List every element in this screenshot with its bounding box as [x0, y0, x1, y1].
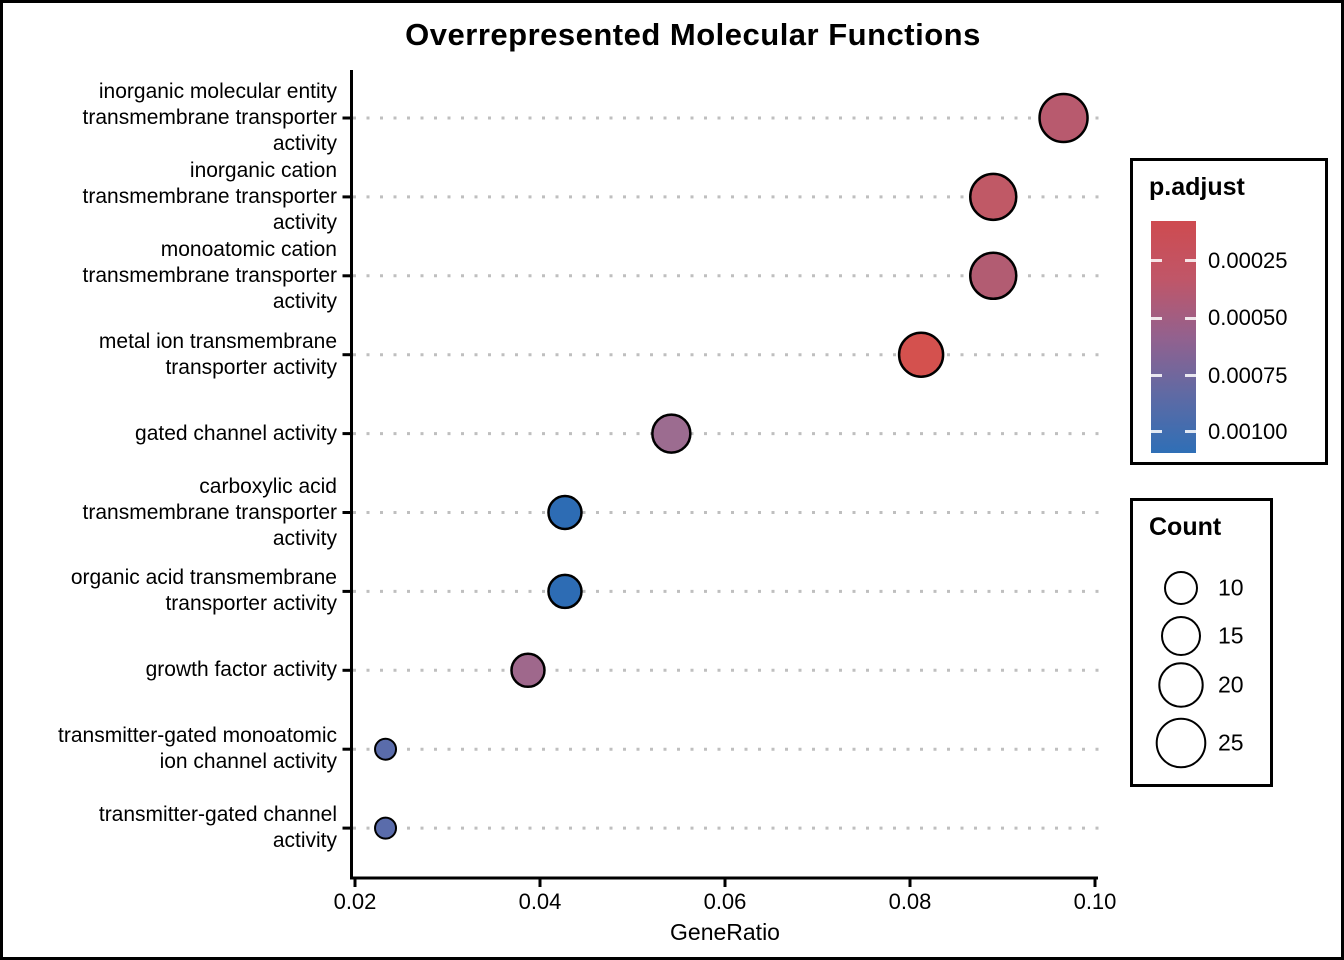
colorbar-tick-label: 0.00025 — [1208, 247, 1288, 273]
colorbar-tick-mark — [1185, 259, 1196, 263]
colorbar-tick-mark — [1151, 430, 1162, 434]
data-point — [547, 494, 583, 531]
data-point — [374, 816, 398, 840]
data-point — [897, 331, 945, 378]
count-legend-label: 15 — [1218, 622, 1244, 649]
count-legend-circle — [1164, 571, 1198, 605]
y-axis-label: organic acid transmembrane transporter a… — [70, 566, 337, 616]
legend-padjust-title: p.adjust — [1149, 173, 1245, 201]
colorbar-tick-label: 0.00075 — [1208, 362, 1288, 388]
data-point — [510, 652, 546, 689]
data-point — [651, 413, 692, 454]
chart-title: Overrepresented Molecular Functions — [405, 17, 981, 52]
y-axis-label: gated channel activity — [135, 421, 337, 445]
x-axis-tick-label: 0.04 — [518, 889, 562, 914]
count-legend-circle — [1158, 662, 1204, 708]
count-legend-circles — [1155, 571, 1207, 769]
x-axis-tick-label: 0.10 — [1073, 889, 1117, 914]
legend-count: Count 10 15 20 25 — [1130, 498, 1273, 787]
colorbar-tick-mark — [1151, 259, 1162, 263]
x-axis-title: GeneRatio — [670, 919, 780, 945]
y-axis-label: inorganic cation transmembrane transport… — [82, 158, 337, 234]
x-axis-tick-label: 0.08 — [888, 889, 932, 914]
colorbar-tick-mark — [1185, 316, 1196, 320]
data-point — [969, 251, 1018, 301]
padjust-colorbar — [1151, 221, 1196, 453]
y-axis-label: metal ion transmembrane transporter acti… — [98, 329, 337, 379]
colorbar-tick-label: 0.00100 — [1208, 418, 1288, 444]
colorbar-tick-mark — [1185, 374, 1196, 377]
y-axis-label: transmitter-gated channel activity — [98, 803, 337, 853]
count-legend-label: 10 — [1218, 574, 1244, 601]
data-point — [374, 737, 398, 761]
data-point — [969, 172, 1018, 222]
y-axis-label: inorganic molecular entity transmembrane… — [82, 80, 337, 155]
colorbar-tick-mark — [1185, 430, 1196, 434]
x-axis-tick-label: 0.02 — [333, 889, 377, 914]
data-point — [547, 573, 583, 610]
y-axis-label: monoatomic cation transmembrane transpor… — [82, 237, 337, 313]
y-axis-label: transmitter-gated monoatomic ion channel… — [58, 724, 337, 774]
x-axis-tick-label: 0.06 — [703, 889, 747, 914]
count-legend-circle — [1155, 717, 1207, 769]
count-legend-label: 20 — [1218, 671, 1244, 698]
plot-area — [342, 70, 1105, 887]
legend-padjust: p.adjust 0.00025 0.00050 0.00075 0.00100 — [1130, 158, 1328, 465]
colorbar-tick-mark — [1151, 374, 1162, 377]
colorbar-tick-label: 0.00050 — [1208, 305, 1288, 331]
count-legend-label: 25 — [1218, 729, 1244, 756]
data-point — [1038, 92, 1089, 144]
colorbar-tick-mark — [1151, 316, 1162, 320]
legend-count-title: Count — [1149, 513, 1222, 541]
y-axis-label: carboxylic acid transmembrane transporte… — [82, 474, 337, 550]
y-axis-label: growth factor activity — [145, 658, 337, 682]
count-legend-circle — [1161, 616, 1201, 656]
